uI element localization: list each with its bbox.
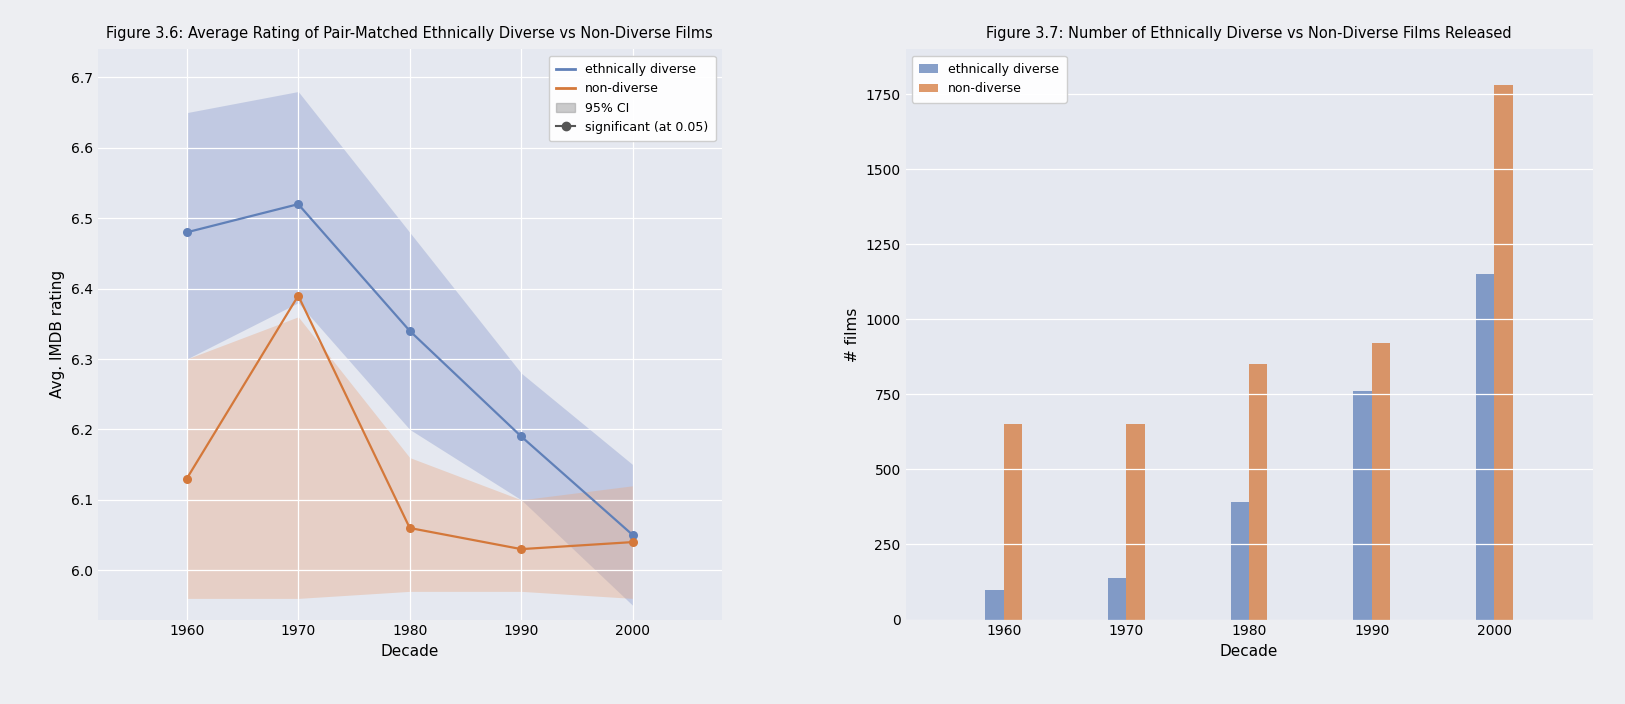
Bar bbox=[985, 589, 1004, 620]
Bar bbox=[1495, 85, 1513, 620]
Bar bbox=[1354, 391, 1372, 620]
Title: Figure 3.6: Average Rating of Pair-Matched Ethnically Diverse vs Non-Diverse Fil: Figure 3.6: Average Rating of Pair-Match… bbox=[106, 26, 713, 41]
Bar bbox=[1230, 503, 1250, 620]
Title: Figure 3.7: Number of Ethnically Diverse vs Non-Diverse Films Released: Figure 3.7: Number of Ethnically Diverse… bbox=[986, 26, 1511, 41]
Bar bbox=[1250, 365, 1268, 620]
Bar bbox=[1004, 425, 1022, 620]
Legend: ethnically diverse, non-diverse: ethnically diverse, non-diverse bbox=[912, 56, 1066, 103]
X-axis label: Decade: Decade bbox=[380, 644, 439, 659]
Bar bbox=[1126, 425, 1144, 620]
Bar bbox=[1372, 344, 1389, 620]
Bar bbox=[1108, 577, 1126, 620]
Legend: ethnically diverse, non-diverse, 95% CI, significant (at 0.05): ethnically diverse, non-diverse, 95% CI,… bbox=[549, 56, 715, 142]
Y-axis label: # films: # films bbox=[845, 307, 860, 362]
Bar bbox=[1476, 275, 1495, 620]
X-axis label: Decade: Decade bbox=[1220, 644, 1279, 659]
Y-axis label: Avg. IMDB rating: Avg. IMDB rating bbox=[50, 270, 65, 398]
